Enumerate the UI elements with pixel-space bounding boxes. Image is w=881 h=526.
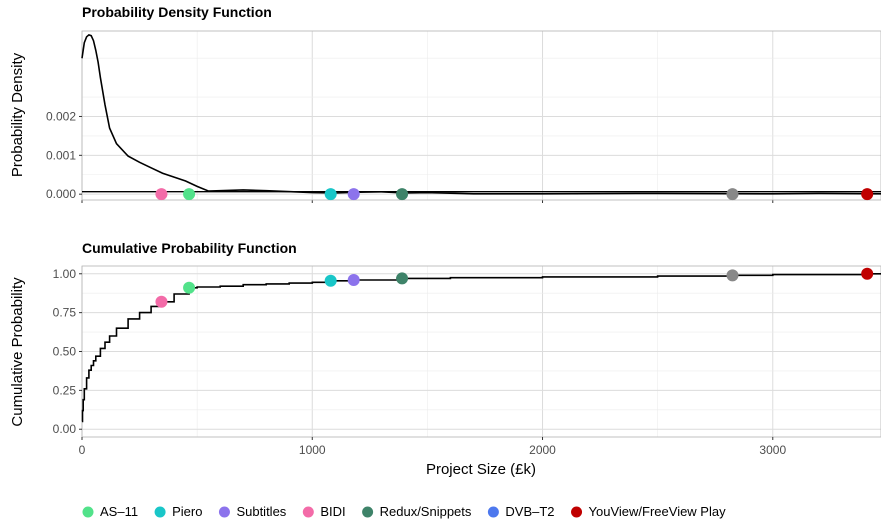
cdf-point-as-11: [183, 281, 196, 294]
cdf-title: Cumulative Probability Function: [82, 240, 297, 256]
pdf-point-youview-freeview-play: [861, 188, 874, 201]
cdf-point-dvb-t2: [726, 269, 739, 282]
cdf-point-piero: [324, 274, 337, 287]
legend-key: [82, 506, 94, 518]
pdf-point-subtitles: [347, 188, 360, 201]
pdf-y-axis-label: Probability Density: [9, 52, 26, 177]
pdf-point-redux-snippets: [396, 188, 409, 201]
legend-label: Subtitles: [236, 504, 286, 519]
cdf-ytick-label: 0.00: [53, 422, 77, 436]
legend-key: [487, 506, 499, 518]
legend-key: [154, 506, 166, 518]
x-axis-label: Project Size (£k): [426, 461, 536, 478]
cdf-point-redux-snippets: [396, 272, 409, 285]
legend: AS–11 Piero Subtitles BIDI Redux/Snippets DVB…: [82, 504, 727, 519]
pdf-panel-border: [81, 30, 881, 201]
pdf-point-dvb-t2: [726, 188, 739, 201]
pdf-ytick-label: 0.000: [46, 187, 76, 201]
pdf-point-as-11: [183, 188, 196, 201]
legend-label: YouView/FreeView Play: [589, 504, 727, 519]
legend-label: Redux/Snippets: [380, 504, 472, 519]
cdf-point-subtitles: [347, 273, 360, 286]
cdf-ytick-label: 0.50: [53, 345, 77, 359]
legend-label: AS–11: [100, 504, 138, 519]
legend-label: DVB–T2: [505, 504, 554, 519]
cdf-panel: 0.00 0.25 0.50 0.75 1.00 0 1000 2000 3000: [53, 265, 881, 457]
cdf-xtick-label: 0: [79, 443, 86, 457]
pdf-panel: 0.000 0.001 0.002: [46, 30, 881, 203]
legend-label: Piero: [172, 504, 202, 519]
legend-key: [302, 506, 314, 518]
legend-key: [362, 506, 374, 518]
legend-label: BIDI: [320, 504, 345, 519]
cdf-xtick-label: 3000: [759, 443, 786, 457]
cdf-cumulative-line: [81, 273, 881, 423]
cdf-xtick-label: 2000: [529, 443, 556, 457]
pdf-point-bidi: [155, 188, 168, 201]
cdf-xtick-label: 1000: [299, 443, 326, 457]
pdf-point-piero: [324, 188, 337, 201]
pdf-title: Probability Density Function: [82, 4, 272, 20]
cdf-y-axis-label: Cumulative Probability: [9, 277, 26, 427]
legend-key: [571, 506, 583, 518]
pdf-density-line: [81, 33, 881, 195]
cdf-point-youview-freeview-play: [861, 267, 874, 280]
cdf-point-bidi: [155, 295, 168, 308]
legend-key: [218, 506, 230, 518]
cdf-ytick-label: 1.00: [53, 267, 77, 281]
cdf-ytick-label: 0.25: [53, 383, 77, 397]
pdf-ytick-label: 0.002: [46, 109, 76, 123]
cdf-ytick-label: 0.75: [53, 306, 77, 320]
pdf-ytick-label: 0.001: [46, 148, 76, 162]
